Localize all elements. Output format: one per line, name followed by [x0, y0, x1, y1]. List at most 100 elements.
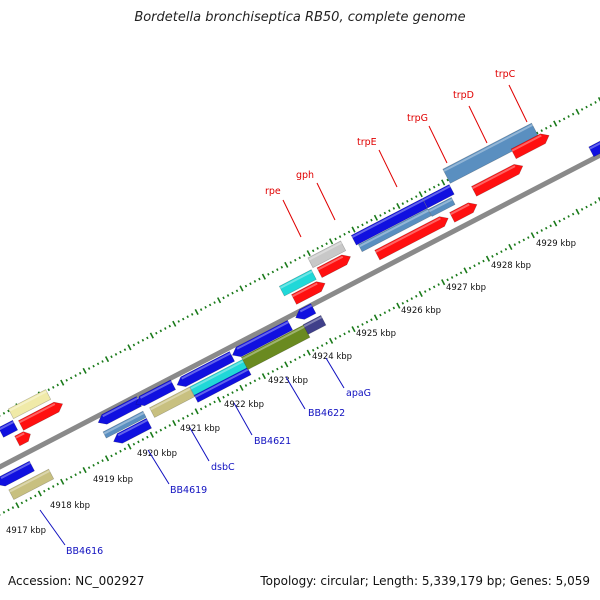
bottom-track-minor-tick [87, 466, 91, 470]
gene-upper-gray-gph-highlight [308, 241, 343, 261]
gene-lower-khaki-dsbC[interactable] [149, 386, 195, 418]
bottom-track-minor-tick [20, 501, 24, 505]
top-track-minor-tick [101, 360, 104, 363]
bottom-track-minor-tick [495, 252, 499, 256]
gene-lower-khaki-BB4616[interactable] [8, 468, 55, 501]
bottom-track-major-tick [216, 396, 222, 403]
gene-upper-blue-trpG[interactable] [422, 184, 455, 209]
gene-lower-olive-BB4622[interactable] [240, 324, 311, 371]
gene-label-trpE[interactable]: trpE [357, 137, 377, 148]
bottom-track-minor-tick [585, 205, 588, 209]
gene-label-trpG[interactable]: trpG [407, 113, 428, 124]
top-track-minor-tick [540, 129, 543, 132]
bottom-track-minor-tick [110, 454, 113, 458]
gene-lower-darkslate-apaG-highlight [303, 316, 323, 328]
gene-label-BB4616[interactable]: BB4616 [66, 546, 103, 557]
gene-upper-red-left[interactable] [18, 401, 64, 431]
bottom-track-major-tick [373, 314, 379, 321]
gene-label-gph[interactable]: gph [296, 170, 314, 181]
top-track-major-tick [60, 379, 65, 386]
leader-BB4616 [39, 509, 66, 546]
top-track-minor-tick [379, 214, 382, 217]
gene-upper-red-trpD-highlight [471, 165, 516, 190]
bottom-track-minor-tick [208, 402, 212, 406]
top-track-minor-tick [110, 355, 113, 359]
gene-label-BB4621[interactable]: BB4621 [254, 436, 291, 447]
top-track-minor-tick [334, 237, 337, 241]
bottom-track-minor-tick [11, 506, 15, 509]
leader-trpG [428, 125, 448, 164]
top-track-major-tick [396, 202, 401, 210]
bottom-track-minor-tick [545, 226, 548, 230]
bottom-track-minor-tick [267, 372, 270, 376]
top-track-minor-tick [580, 108, 584, 111]
bottom-track-minor-tick [303, 353, 306, 357]
gene-upper-red-trpG[interactable] [449, 202, 478, 223]
scale-label-4924: 4924 kbp [312, 352, 352, 362]
bottom-track-minor-tick [513, 243, 517, 246]
scale-label-4922: 4922 kbp [224, 400, 264, 410]
bottom-track-minor-tick [406, 299, 409, 303]
gene-label-rpe[interactable]: rpe [265, 186, 281, 197]
top-track-minor-tick [370, 218, 373, 222]
gene-lower-blue-BB4619-a[interactable] [97, 396, 142, 425]
top-track-major-tick [127, 344, 132, 351]
gene-lower-blue-apaG[interactable] [295, 303, 317, 320]
top-track-major-tick [329, 238, 334, 245]
gene-upper-red-trpE[interactable] [374, 216, 449, 261]
gene-lower-blue-BB4621-b[interactable] [193, 367, 252, 403]
gene-lower-blue-BB4622[interactable] [231, 319, 294, 358]
top-track-minor-tick [47, 388, 50, 392]
gene-upper-blue-left[interactable] [0, 419, 19, 438]
top-track-minor-tick [298, 256, 301, 260]
bottom-track-minor-tick [204, 405, 207, 408]
gene-lower-blue-BB4619-b[interactable] [113, 417, 153, 444]
top-track-major-tick [306, 250, 311, 257]
gene-lower-blue-BB4621[interactable] [176, 351, 236, 387]
gene-lower-blue-BB4616-a[interactable] [0, 460, 35, 487]
gene-label-BB4622[interactable]: BB4622 [308, 408, 345, 419]
bottom-track-minor-tick [383, 311, 387, 315]
gene-upper-red-trpC[interactable] [510, 133, 550, 160]
bottom-track-minor-tick [141, 438, 145, 441]
gene-upper-paleyellow-left[interactable] [8, 389, 52, 420]
gene-upper-red-gph[interactable] [316, 254, 351, 278]
gene-upper-steelblue-trpG[interactable] [427, 197, 456, 217]
bottom-track-major-tick [284, 361, 289, 368]
leader-trpC [508, 84, 528, 123]
gene-lower-darkslate-apaG[interactable] [302, 314, 327, 335]
bottom-track-minor-tick [316, 346, 319, 350]
bottom-track-minor-tick [365, 320, 369, 324]
gene-upper-blue-right[interactable] [588, 138, 600, 158]
scale-label-4919: 4919 kbp [93, 475, 133, 485]
bottom-track-minor-tick [190, 412, 194, 416]
gene-lower-blue-dsbC[interactable] [135, 379, 177, 407]
top-track-minor-tick [320, 244, 324, 248]
scale-label-4927: 4927 kbp [446, 283, 486, 293]
bottom-track-minor-tick [432, 285, 436, 289]
top-track-major-tick [149, 332, 154, 339]
gene-upper-gray-gph[interactable] [307, 240, 347, 269]
gene-lower-steelblue-BB4619[interactable] [102, 410, 147, 439]
gene-upper-red-small-left[interactable] [14, 431, 31, 447]
gene-upper-red-trpD[interactable] [471, 164, 524, 197]
gene-upper-red-rpe[interactable] [291, 281, 326, 305]
bottom-track-minor-tick [558, 219, 561, 223]
gene-label-trpD[interactable]: trpD [453, 90, 474, 101]
gene-upper-blue-trpE[interactable] [350, 198, 428, 246]
bottom-track-minor-tick [589, 203, 593, 207]
gene-label-dsbC[interactable]: dsbC [211, 462, 235, 473]
bottom-track-major-tick [441, 279, 446, 286]
gene-label-BB4619[interactable]: BB4619 [170, 485, 207, 496]
bottom-track-minor-tick [298, 355, 301, 359]
gene-label-trpC[interactable]: trpC [495, 69, 516, 80]
scale-label-4921: 4921 kbp [180, 424, 220, 434]
gene-upper-cyan-rpe[interactable] [278, 269, 317, 297]
gene-upper-steelblue-trpE[interactable] [358, 208, 432, 253]
gene-label-apaG[interactable]: apaG [346, 388, 371, 399]
top-track-minor-tick [235, 289, 239, 293]
top-track-minor-tick [316, 247, 319, 250]
bottom-track-minor-tick [146, 435, 149, 439]
bottom-track-major-tick [351, 326, 356, 333]
top-track-minor-tick [159, 329, 163, 333]
